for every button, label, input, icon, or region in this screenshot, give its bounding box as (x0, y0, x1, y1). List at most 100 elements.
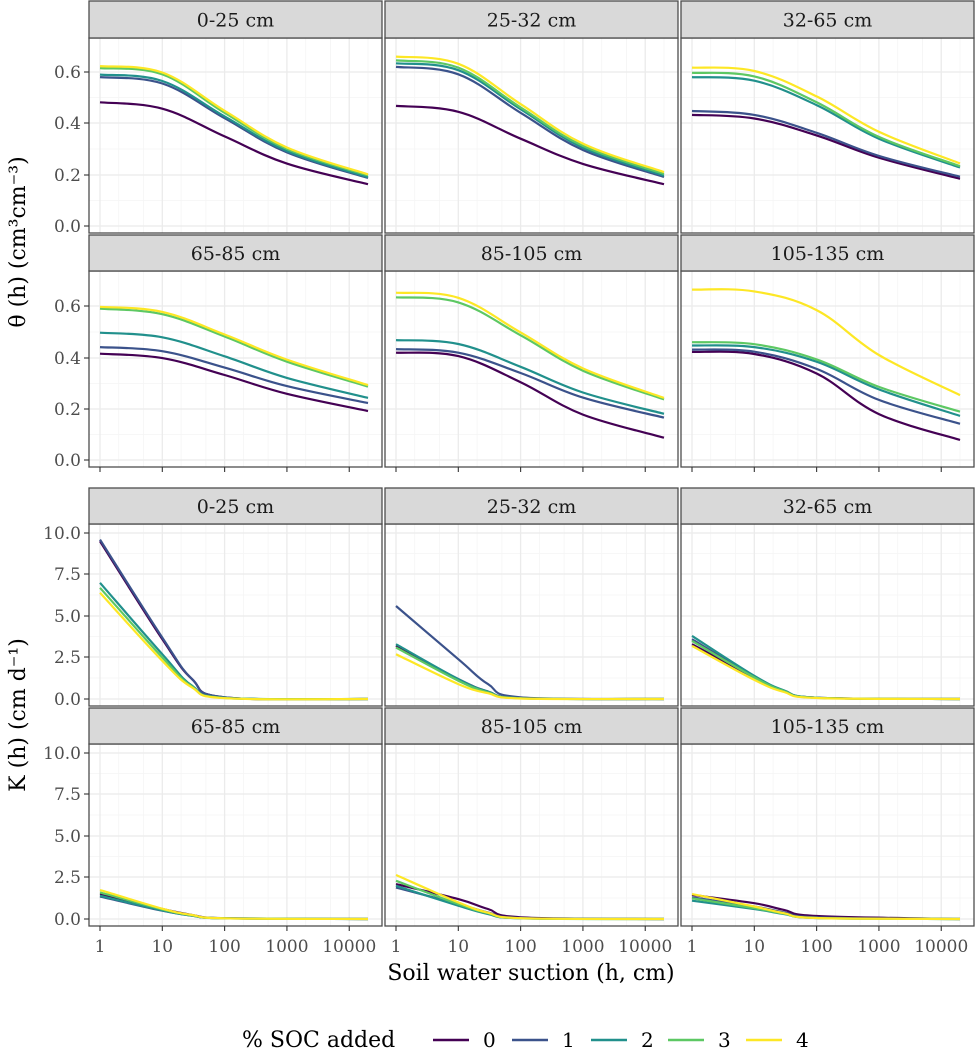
facet-strip (384, 487, 679, 525)
y-tick-label: 5.0 (54, 827, 81, 847)
facet-panel: 85-105 cm (384, 234, 679, 472)
series-line-2 (99, 73, 369, 179)
chart-block-0: 0-25 cm 0.0 0.2 0.4 0.6 25-32 cm 32-65 cm 65-85… (6, 0, 975, 472)
y-tick-label: 0.0 (54, 910, 81, 930)
panel-background (89, 744, 382, 926)
legend-label: 2 (641, 1028, 654, 1048)
y-tick-label: 10.0 (43, 524, 81, 544)
x-tick-label: 100 (504, 937, 536, 957)
facet-strip-label: 85-105 cm (481, 716, 583, 738)
series-line-4 (99, 888, 369, 921)
series-line-4 (99, 592, 369, 701)
y-axis-title: K (h) (cm d⁻¹) (6, 638, 31, 792)
facet-strip (680, 0, 975, 39)
series-line-4 (395, 873, 665, 921)
facet-panel: 0-25 cm 0.0 0.2 0.4 0.6 (54, 0, 383, 237)
series-line-2 (691, 344, 961, 417)
x-tick-label: 1000 (265, 937, 308, 957)
series-line-4 (691, 893, 961, 921)
facet-strip (88, 234, 383, 272)
x-tick-label: 1 (391, 937, 402, 957)
series-line-0 (99, 101, 369, 186)
y-tick-label: 0.0 (54, 217, 81, 237)
y-tick-label: 0.2 (54, 400, 81, 420)
series-line-4 (691, 644, 961, 701)
facet-strip-label: 0-25 cm (197, 10, 274, 32)
series-line-0 (99, 352, 369, 413)
facet-strip-label: 32-65 cm (783, 496, 872, 518)
x-tick-label: 100 (208, 937, 240, 957)
series-line-4 (99, 65, 369, 176)
facet-strip-label: 105-135 cm (771, 716, 885, 738)
facet-panel: 65-85 cm 0.0 0.2 0.4 0.6 (54, 234, 383, 472)
y-tick-label: 7.5 (54, 565, 81, 585)
facet-strip-label: 32-65 cm (783, 10, 872, 32)
chart-block-1: 0-25 cm0.02.55.07.510.025-32 cm 32-65 cm6… (6, 487, 975, 957)
panel-background (89, 524, 382, 706)
facet-strip (88, 487, 383, 525)
legend-item: 1 (512, 1028, 575, 1048)
series-line-2 (395, 339, 665, 415)
x-tick-label: 10 (151, 937, 173, 957)
x-tick-label: 10000 (322, 937, 376, 957)
facet-panel: 85-105 cm 1 10 100 1000 10000 (384, 707, 679, 957)
series-line-3 (99, 67, 369, 177)
facet-panel: 25-32 cm (384, 487, 679, 707)
facet-strip (680, 707, 975, 745)
y-tick-label: 5.0 (54, 607, 81, 627)
facet-strip-label: 0-25 cm (197, 496, 274, 518)
y-tick-label: 0.4 (54, 349, 81, 369)
x-tick-label: 10000 (618, 937, 672, 957)
legend: % SOC added 0 1 2 3 4 (242, 1028, 809, 1048)
facet-panel: 105-135 cm (680, 234, 975, 472)
legend-label: 1 (562, 1028, 575, 1048)
legend-item: 0 (433, 1028, 496, 1048)
legend-label: 0 (483, 1028, 496, 1048)
panel-background (385, 38, 678, 233)
facet-strip (384, 234, 679, 272)
facet-strip (384, 707, 679, 745)
y-tick-label: 0.4 (54, 114, 81, 134)
series-line-3 (395, 296, 665, 401)
series-line-4 (395, 55, 665, 174)
legend-item: 3 (668, 1028, 731, 1048)
facet-strip-label: 65-85 cm (191, 716, 280, 738)
series-line-0 (691, 113, 961, 180)
series-line-4 (691, 288, 961, 397)
facet-panel: 65-85 cm 0.0 2.5 5.0 7.5 10.0 1 10 100 1000 10000 (43, 707, 383, 957)
series-line-4 (395, 291, 665, 399)
legend-title: % SOC added (242, 1028, 395, 1048)
y-tick-label: 0.0 (54, 690, 81, 710)
series-line-2 (395, 62, 665, 177)
x-tick-label: 1 (687, 937, 698, 957)
series-line-1 (395, 348, 665, 419)
facet-strip (88, 0, 383, 39)
series-line-0 (395, 104, 665, 186)
panel-background (385, 524, 678, 706)
y-tick-label: 0.2 (54, 166, 81, 186)
series-line-4 (395, 653, 665, 701)
legend-item: 2 (591, 1028, 654, 1048)
y-tick-label: 0.6 (54, 63, 81, 83)
series-line-0 (395, 351, 665, 439)
legend-label: 4 (796, 1028, 809, 1048)
panel-background (385, 271, 678, 467)
panel-background (681, 524, 974, 706)
series-line-3 (691, 341, 961, 413)
panel-background (385, 744, 678, 926)
y-tick-label: 7.5 (54, 785, 81, 805)
x-tick-label: 10 (743, 937, 765, 957)
series-line-3 (691, 71, 961, 168)
x-tick-label: 1000 (857, 937, 900, 957)
facet-strip-label: 25-32 cm (487, 496, 576, 518)
series-line-4 (691, 66, 961, 165)
y-tick-label: 2.5 (54, 868, 81, 888)
legend-item: 4 (746, 1028, 809, 1048)
facet-strip (680, 234, 975, 272)
facet-panel: 0-25 cm 0.0 2.5 5.0 7.5 10.0 (43, 487, 383, 710)
series-line-2 (99, 331, 369, 399)
series-line-0 (691, 350, 961, 442)
x-tick-label: 1000 (561, 937, 604, 957)
facet-strip (384, 0, 679, 39)
